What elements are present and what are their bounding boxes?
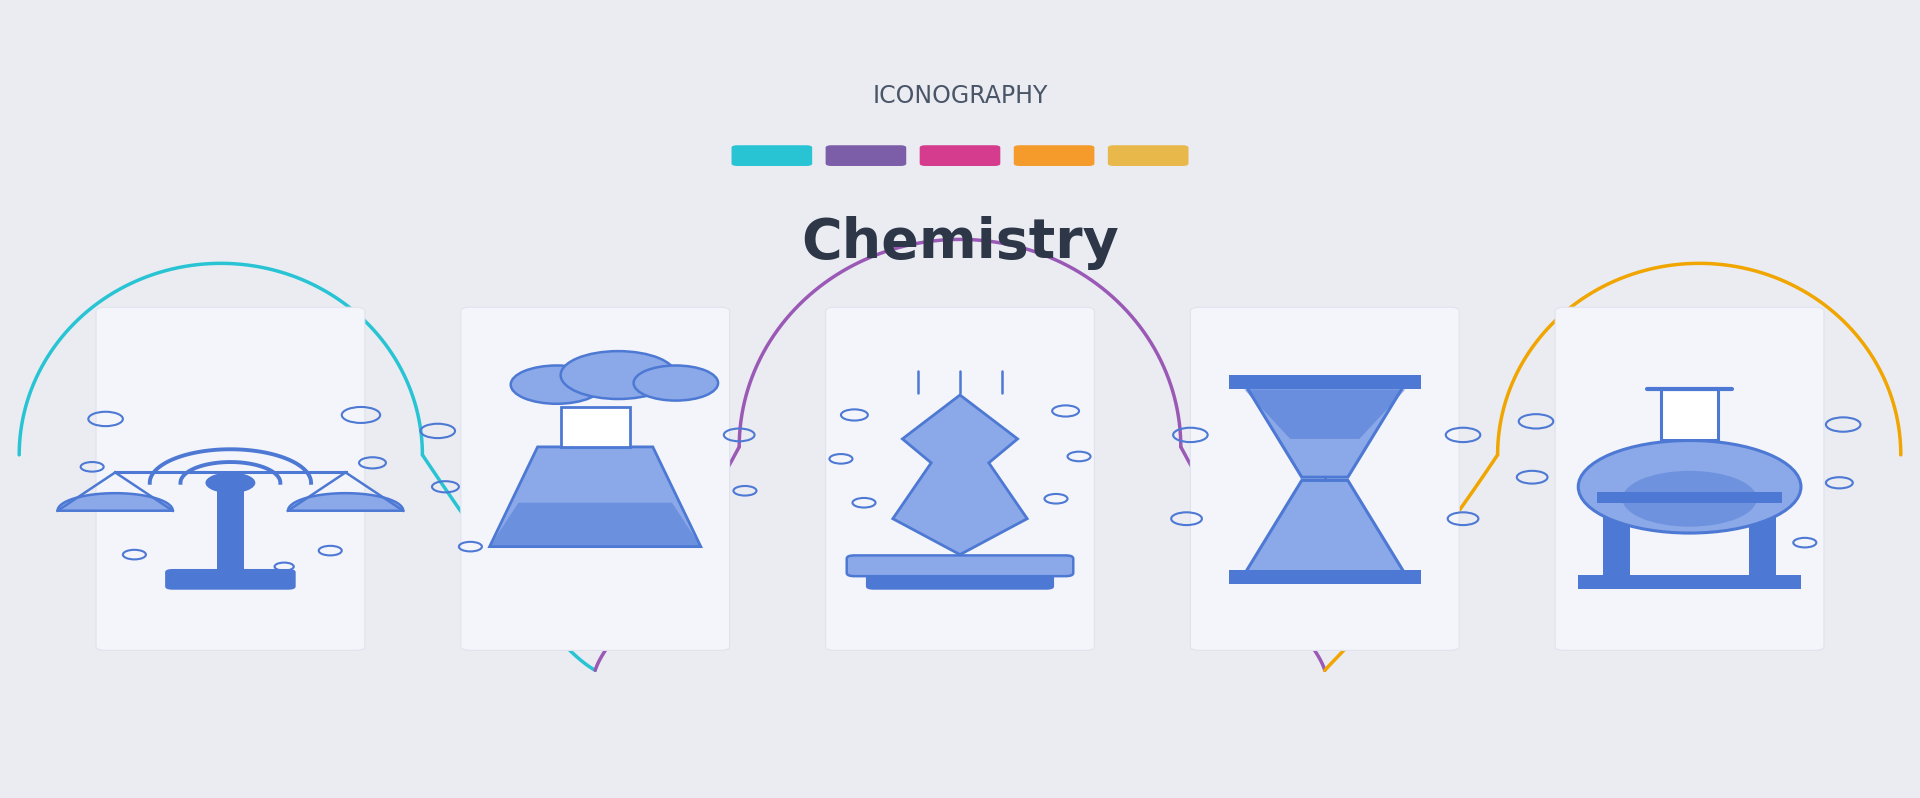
Circle shape <box>511 365 603 404</box>
Circle shape <box>1578 440 1801 533</box>
Bar <box>217 481 244 573</box>
Bar <box>1603 490 1630 576</box>
Bar <box>1578 575 1801 589</box>
Polygon shape <box>490 447 701 547</box>
Polygon shape <box>1244 389 1405 439</box>
FancyBboxPatch shape <box>1014 145 1094 166</box>
Bar <box>561 407 630 447</box>
Polygon shape <box>490 503 701 547</box>
Bar <box>1229 375 1421 389</box>
FancyBboxPatch shape <box>165 569 296 590</box>
Bar <box>1661 389 1718 440</box>
Polygon shape <box>1244 480 1405 575</box>
FancyBboxPatch shape <box>1190 307 1459 650</box>
Polygon shape <box>1244 383 1405 477</box>
Circle shape <box>205 472 255 493</box>
FancyBboxPatch shape <box>461 307 730 650</box>
Circle shape <box>561 351 676 399</box>
Polygon shape <box>58 493 173 511</box>
FancyBboxPatch shape <box>732 145 812 166</box>
FancyBboxPatch shape <box>847 555 1073 576</box>
FancyBboxPatch shape <box>1108 145 1188 166</box>
FancyBboxPatch shape <box>1555 307 1824 650</box>
Circle shape <box>1622 471 1757 527</box>
Polygon shape <box>288 493 403 511</box>
Bar <box>1229 570 1421 584</box>
FancyBboxPatch shape <box>920 145 1000 166</box>
Text: Chemistry: Chemistry <box>801 216 1119 271</box>
Circle shape <box>634 365 718 401</box>
Polygon shape <box>893 395 1027 555</box>
Bar <box>1749 490 1776 576</box>
FancyBboxPatch shape <box>826 307 1094 650</box>
FancyBboxPatch shape <box>866 569 1054 590</box>
Text: ICONOGRAPHY: ICONOGRAPHY <box>872 84 1048 108</box>
FancyBboxPatch shape <box>96 307 365 650</box>
Bar <box>1597 492 1782 503</box>
FancyBboxPatch shape <box>826 145 906 166</box>
